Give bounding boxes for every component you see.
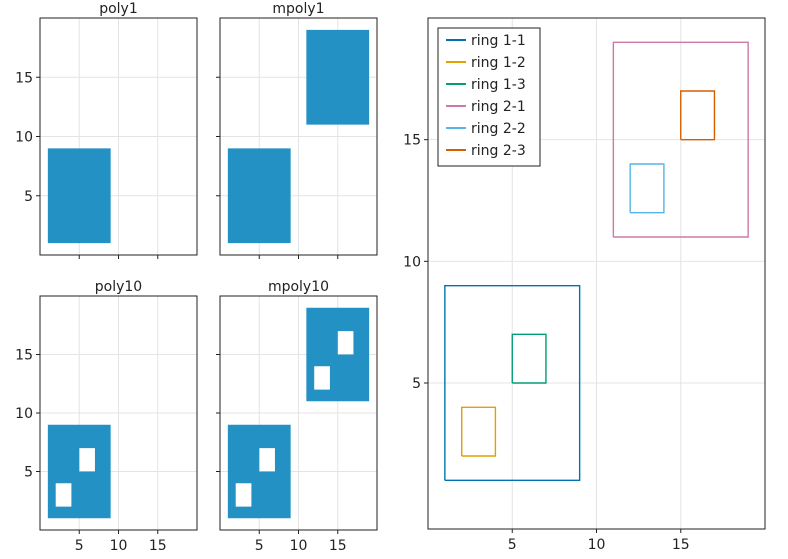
series-line-ring-1-1 — [444, 284, 581, 482]
legend-label: ring 1-2 — [471, 55, 526, 71]
x-tick-label: 5 — [255, 538, 264, 554]
x-tick-label: 5 — [75, 538, 84, 554]
x-tick-label: 15 — [149, 538, 167, 554]
y-tick-label: 15 — [15, 70, 33, 86]
legend: ring 1-1 ring 1-2 ring 1-3 ring 2-1 ring 2-2… — [437, 27, 541, 167]
series-line-ring-1-3 — [511, 333, 547, 384]
y-tick-label: 15 — [15, 348, 33, 364]
panel-title: poly1 — [99, 1, 138, 17]
panel-title: poly10 — [95, 279, 142, 295]
series-line-ring-1-2 — [461, 406, 497, 457]
y-tick-label: 5 — [24, 189, 33, 205]
x-tick-label: 10 — [110, 538, 128, 554]
filled-polygon — [306, 29, 370, 125]
chart-panel-2: 5 10 15 5 10 15 poly10 — [15, 279, 198, 554]
filled-polygon — [227, 424, 291, 519]
legend-label: ring 2-2 — [471, 121, 526, 137]
filled-polygon — [47, 148, 111, 244]
series-line-ring-2-2 — [629, 163, 665, 214]
chart-panel-1: mpoly1 — [216, 1, 378, 259]
y-tick-label: 10 — [15, 130, 33, 146]
chart-panel-4: 5 10 15 5 10 15 ring 1-1 ring 1-2 ring 1-3 ring 2… — [403, 17, 766, 553]
x-tick-label: 15 — [329, 538, 347, 554]
y-tick-label: 5 — [24, 465, 33, 481]
y-tick-label: 10 — [403, 254, 421, 270]
x-tick-label: 15 — [672, 537, 690, 553]
x-tick-label: 10 — [588, 537, 606, 553]
legend-label: ring 2-1 — [471, 99, 526, 115]
filled-polygon — [306, 307, 370, 402]
chart-panel-0: 5 10 15 poly1 — [15, 1, 198, 259]
chart-panel-3: 5 10 15 mpoly10 — [216, 279, 378, 554]
legend-label: ring 1-1 — [471, 33, 526, 49]
series-line-ring-2-1 — [612, 41, 749, 238]
series-line-ring-2-3 — [680, 90, 716, 141]
x-tick-label: 5 — [508, 537, 517, 553]
legend-label: ring 1-3 — [471, 77, 526, 93]
filled-polygon — [47, 424, 111, 519]
y-tick-label: 5 — [412, 376, 421, 392]
x-tick-label: 10 — [290, 538, 308, 554]
legend-label: ring 2-3 — [471, 143, 526, 159]
y-tick-label: 10 — [15, 406, 33, 422]
panel-title: mpoly10 — [268, 279, 329, 295]
y-tick-label: 15 — [403, 133, 421, 149]
panel-title: mpoly1 — [272, 1, 324, 17]
legend-box — [437, 27, 541, 167]
filled-polygon — [227, 148, 291, 244]
